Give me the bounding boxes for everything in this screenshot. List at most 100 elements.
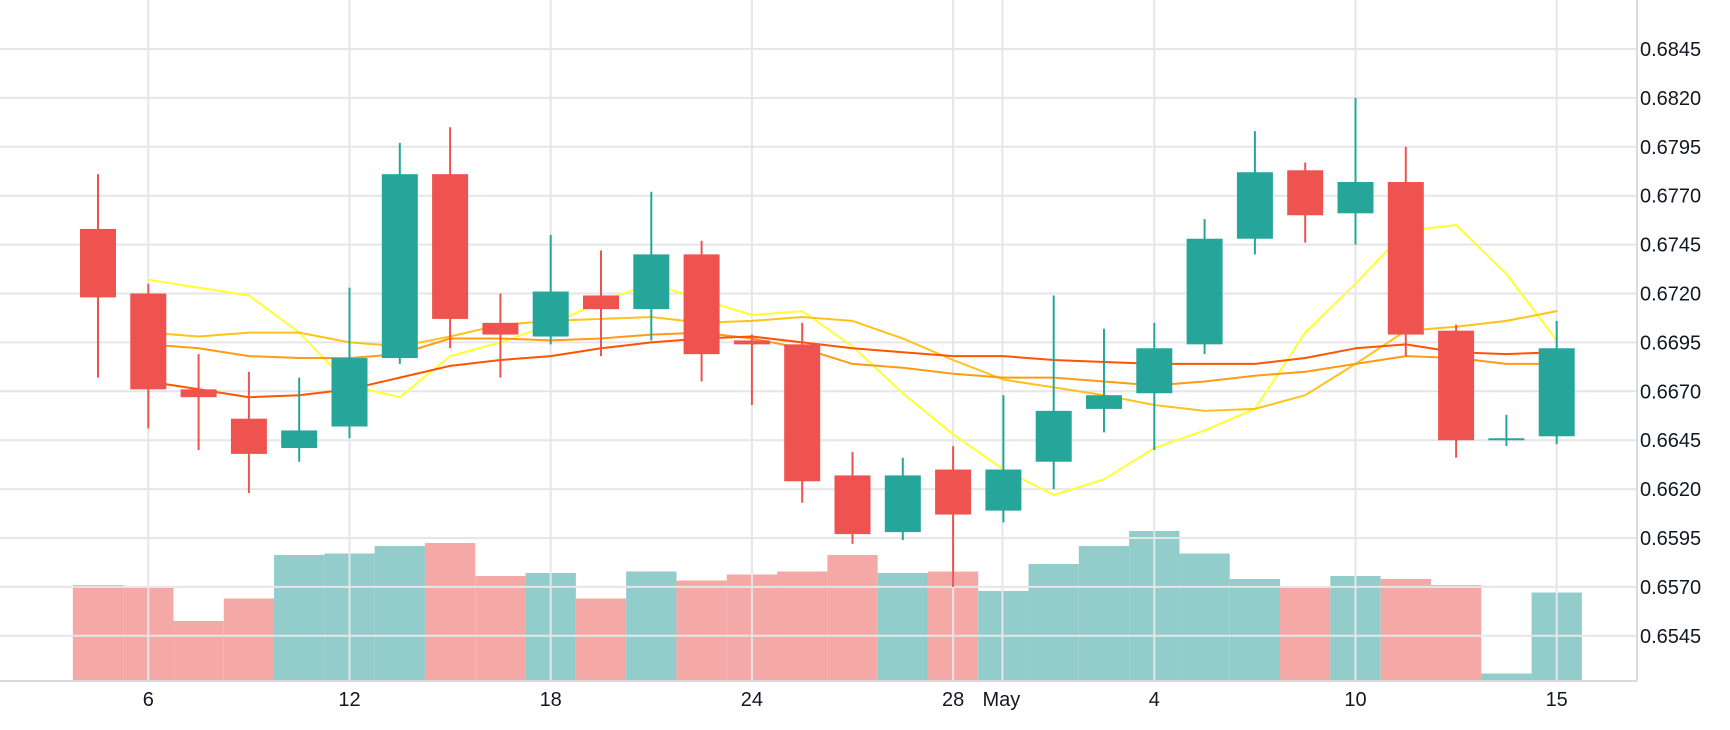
y-tick-label: 0.6795 <box>1640 137 1701 159</box>
candle <box>633 191 670 341</box>
candle <box>1186 219 1223 355</box>
candle <box>331 287 368 439</box>
candle-body <box>532 291 569 337</box>
candle-body <box>1287 170 1324 216</box>
volume-bar <box>274 555 325 681</box>
volume-bar <box>1078 546 1130 681</box>
volume-bars <box>72 531 1582 681</box>
candle-body <box>1488 438 1525 441</box>
x-tick-label: 28 <box>942 689 964 711</box>
y-tick-label: 0.6720 <box>1640 284 1701 306</box>
y-tick-label: 0.6770 <box>1640 186 1701 208</box>
candle-body <box>884 475 921 533</box>
candle-body <box>683 254 720 355</box>
candle <box>381 142 418 364</box>
x-tick-label: 15 <box>1546 689 1568 711</box>
candle <box>130 283 167 429</box>
candle <box>1538 320 1575 445</box>
candle-body <box>281 430 318 449</box>
candle-body <box>1136 348 1173 394</box>
volume-bar <box>424 543 476 681</box>
candle-body <box>1337 182 1374 214</box>
y-tick-label: 0.6545 <box>1640 626 1701 648</box>
candle <box>985 395 1022 523</box>
candle <box>1236 131 1273 255</box>
volume-bar <box>676 580 727 681</box>
candle <box>432 127 469 349</box>
volume-bar <box>626 571 677 681</box>
candle-body <box>80 228 116 298</box>
candle-body <box>935 469 972 515</box>
volume-bar <box>1028 564 1079 681</box>
candle <box>1136 322 1173 450</box>
candle <box>733 334 770 405</box>
x-tick-label: 18 <box>540 689 562 711</box>
volume-bar <box>1481 673 1532 681</box>
candle-body <box>834 475 871 535</box>
candle <box>1488 414 1525 447</box>
candle <box>180 354 217 450</box>
x-tick-label: 4 <box>1149 689 1160 711</box>
candle-body <box>180 389 217 398</box>
y-tick-label: 0.6595 <box>1640 528 1701 550</box>
candle-body <box>432 174 469 319</box>
x-tick-label: 6 <box>143 689 154 711</box>
x-tick-label: 24 <box>741 689 763 711</box>
candle <box>80 174 116 378</box>
volume-bar <box>1380 579 1431 681</box>
volume-bar <box>1179 553 1230 681</box>
x-tick-label: May <box>983 689 1021 711</box>
volume-bar <box>827 555 878 681</box>
y-tick-label: 0.6670 <box>1640 381 1701 403</box>
candle-body <box>1236 172 1273 239</box>
candle <box>1438 324 1475 458</box>
candle-body <box>230 418 267 454</box>
candle-body <box>482 322 519 335</box>
volume-bar <box>1430 585 1482 681</box>
candle <box>1387 146 1424 357</box>
volume-bar <box>877 573 928 681</box>
y-tick-label: 0.6695 <box>1640 332 1701 354</box>
candle <box>884 457 921 540</box>
y-tick-label: 0.6570 <box>1640 577 1701 599</box>
y-tick-label: 0.6620 <box>1640 479 1701 501</box>
axes: 0.6845 0.6820 0.6795 0.6770 0.6745 0.6720 0.66… <box>0 0 1701 711</box>
candle-body <box>331 358 368 427</box>
candle-body <box>1035 410 1072 462</box>
candle <box>230 371 267 494</box>
volume-bar <box>1229 579 1281 681</box>
y-tick-label: 0.6845 <box>1640 39 1701 61</box>
candle <box>532 234 569 345</box>
volume-bar <box>777 571 828 681</box>
y-tick-label: 0.6820 <box>1640 88 1701 110</box>
y-tick-label: 0.6745 <box>1640 235 1701 257</box>
candle <box>784 322 821 503</box>
candle <box>1287 162 1324 243</box>
candle <box>583 250 619 357</box>
volume-bar <box>374 546 425 681</box>
candle <box>281 377 318 462</box>
candle <box>935 446 972 587</box>
candle-body <box>1186 238 1223 345</box>
candles <box>80 97 1575 587</box>
candle <box>1035 295 1072 490</box>
volume-bar <box>575 598 627 681</box>
candle <box>482 293 519 378</box>
candle <box>834 451 871 544</box>
gridlines <box>0 0 1637 681</box>
candle-body <box>381 174 418 359</box>
candle <box>683 240 720 382</box>
candle <box>1086 328 1122 433</box>
volume-bar <box>1280 588 1331 681</box>
volume-bar <box>72 585 124 681</box>
candle-body <box>130 293 167 390</box>
candle-body <box>1538 348 1575 437</box>
volume-bar <box>475 576 526 681</box>
moving-average-line <box>147 224 1558 496</box>
y-tick-label: 0.6645 <box>1640 430 1701 452</box>
x-tick-label: 12 <box>338 689 360 711</box>
candle-body <box>985 469 1022 511</box>
candle-body <box>1438 330 1475 441</box>
